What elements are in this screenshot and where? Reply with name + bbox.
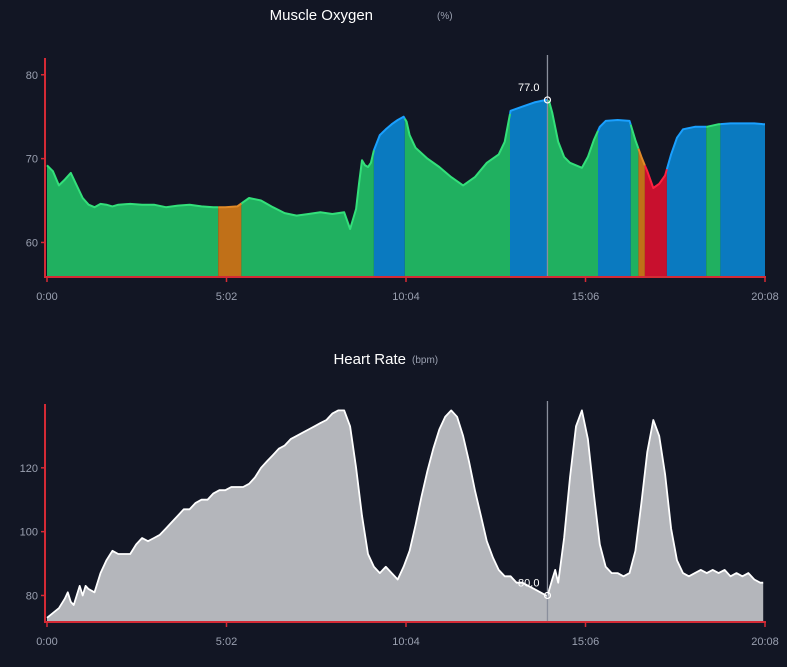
zone-blue-outline: [509, 98, 549, 115]
zone-blue-outline: [720, 122, 765, 126]
muscle-oxygen-marker[interactable]: 77.0: [518, 55, 552, 276]
muscle-oxygen-y-ticks: 60 70 80: [26, 70, 45, 249]
heart-rate-y-tick-label: 80: [26, 590, 38, 602]
heart-rate-y-tick-label: 120: [20, 463, 38, 475]
zone-blue-outline: [665, 125, 707, 170]
heart-rate-y-ticks: 80 100 120: [20, 463, 45, 602]
zone-green-outline: [546, 99, 599, 169]
heart-rate-x-tick-label: 5:02: [216, 636, 237, 648]
zone-red-outline: [643, 165, 668, 189]
zone-green-band: [706, 124, 721, 276]
zone-orange-outline: [218, 202, 242, 209]
heart-rate-cursor-value: 80.0: [518, 577, 539, 589]
zone-green-outline: [705, 123, 721, 128]
zone-green-outline: [629, 124, 640, 149]
heart-rate-marker[interactable]: 80.0: [518, 401, 552, 621]
zone-blue-band: [510, 99, 548, 277]
zone-blue-band: [720, 123, 765, 277]
muscle-oxygen-zones: [47, 99, 765, 277]
zone-green-band: [47, 165, 219, 276]
heart-rate-area: [46, 409, 764, 621]
heart-rate-y-tick-label: 100: [20, 527, 38, 539]
heart-rate-x-tick-label: 10:04: [392, 636, 420, 648]
muscle-oxygen-x-tick-label: 20:08: [751, 291, 779, 303]
muscle-oxygen-x-tick-label: 15:06: [572, 291, 600, 303]
heart-rate-unit: (bpm): [412, 355, 438, 366]
zone-green-band: [241, 150, 374, 276]
zone-blue-band: [598, 120, 631, 276]
zone-orange-band: [218, 203, 242, 276]
muscle-oxygen-y-tick-label: 80: [26, 70, 38, 82]
muscle-oxygen-y-tick-label: 60: [26, 237, 38, 249]
zone-orange-outline: [637, 148, 646, 166]
zone-green-band: [630, 124, 639, 276]
muscle-oxygen-unit: (%): [437, 11, 453, 22]
heart-rate-x-ticks: 0:00 5:02 10:04 15:06 20:08: [36, 621, 779, 648]
muscle-oxygen-line: [46, 98, 765, 230]
muscle-oxygen-title: Muscle Oxygen: [270, 7, 373, 24]
zone-green-band: [404, 113, 510, 277]
zone-green-band: [547, 100, 598, 276]
heart-rate-title: Heart Rate: [333, 351, 406, 368]
heart-rate-outline: [46, 409, 764, 619]
muscle-oxygen-x-tick-label: 0:00: [36, 291, 57, 303]
zone-orange-band: [638, 148, 645, 276]
heart-rate-x-tick-label: 15:06: [572, 636, 600, 648]
zone-blue-band: [666, 126, 707, 276]
zone-green-outline: [46, 164, 219, 209]
zone-green-outline: [403, 113, 511, 187]
zone-blue-band: [373, 116, 405, 276]
muscle-oxygen-cursor-dot[interactable]: [543, 96, 552, 104]
muscle-oxygen-x-tick-label: 10:04: [392, 291, 420, 303]
heart-rate-cursor-dot[interactable]: [543, 591, 552, 600]
zone-blue-outline: [372, 115, 406, 151]
heart-rate-fill: [47, 410, 764, 621]
muscle-oxygen-y-tick-label: 70: [26, 154, 38, 166]
muscle-oxygen-x-ticks: 0:00 5:02 10:04 15:06 20:08: [36, 276, 779, 303]
muscle-oxygen-x-tick-label: 5:02: [216, 291, 237, 303]
muscle-oxygen-chart: Muscle Oxygen (%) 60 70 80 0:00 5:02 10:04 15…: [26, 7, 779, 303]
zone-blue-outline: [597, 119, 632, 132]
muscle-oxygen-cursor-value: 77.0: [518, 82, 539, 94]
heart-rate-chart: Heart Rate (bpm) 80 100 120 0:00 5:02 10:04 1…: [20, 351, 779, 648]
heart-rate-x-tick-label: 20:08: [751, 636, 779, 648]
zone-green-outline: [240, 149, 375, 230]
heart-rate-x-tick-label: 0:00: [36, 636, 57, 648]
zone-red-band: [644, 165, 667, 276]
